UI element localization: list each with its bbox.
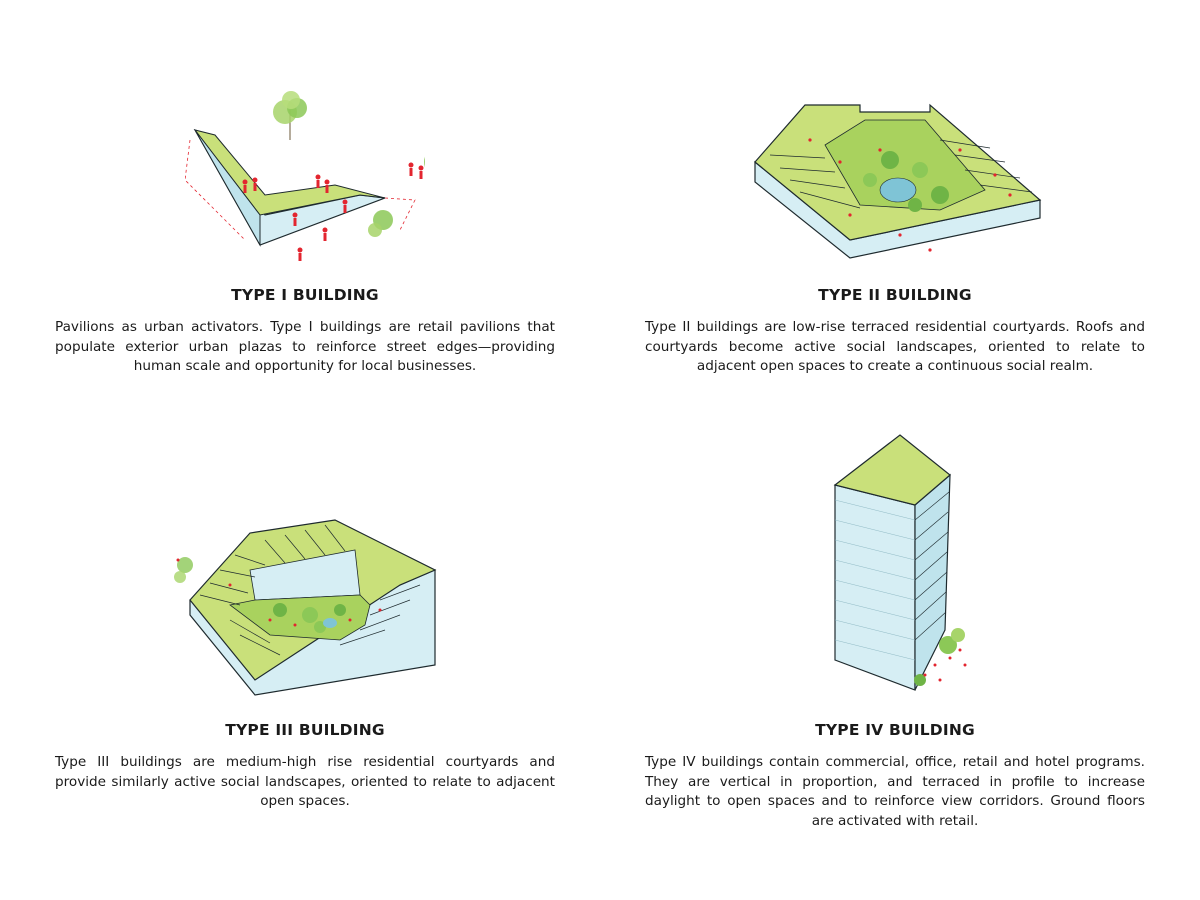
type-3-description: Type III buildings are medium-high rise …	[55, 754, 555, 809]
tree-icon	[863, 151, 949, 212]
people-icon	[176, 558, 382, 627]
type-2-illustration	[750, 100, 1045, 265]
tree-icon	[273, 91, 307, 140]
tree-icon	[174, 557, 346, 633]
type-1-illustration	[185, 90, 425, 270]
type-2-title: TYPE II BUILDING	[818, 286, 972, 304]
type-3-title: TYPE III BUILDING	[225, 721, 385, 739]
type-3-illustration	[170, 515, 440, 700]
type-2-description: Type II buildings are low-rise terraced …	[645, 319, 1145, 374]
type-4-description: Type IV buildings contain commercial, of…	[645, 754, 1145, 829]
type-1-title: TYPE I BUILDING	[231, 286, 379, 304]
tree-icon	[368, 210, 393, 237]
type-4-illustration	[820, 430, 970, 695]
people-icon	[242, 162, 424, 261]
type-1-description: Pavilions as urban activators. Type I bu…	[55, 319, 555, 374]
type-4-title: TYPE IV BUILDING	[815, 721, 975, 739]
tree-icon	[914, 628, 965, 686]
tree-icon	[424, 156, 425, 168]
people-icon	[808, 138, 1012, 252]
people-icon	[923, 648, 967, 682]
